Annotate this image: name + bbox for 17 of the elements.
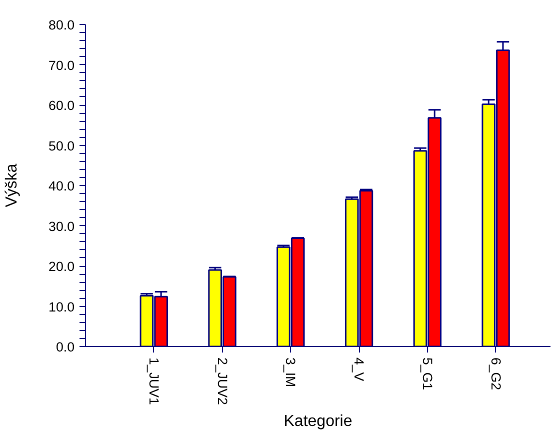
x-tick-label: 6_G2 [488, 358, 504, 390]
x-tick-label: 3_IM [283, 358, 298, 388]
y-tick-label: 80.0 [48, 18, 75, 32]
y-tick-label: 20.0 [48, 259, 75, 274]
x-tick-label: 1_JUV1 [146, 358, 162, 405]
x-tick-label: 2_JUV2 [214, 358, 230, 405]
y-tick-label: 10.0 [48, 299, 75, 314]
y-tick-label: 60.0 [48, 98, 75, 113]
y-tick-label: 30.0 [48, 218, 75, 234]
y-axis-title: Výška [4, 164, 21, 208]
y-tick-label: 70.0 [48, 58, 75, 73]
x-tick-label: 4_V [352, 358, 367, 382]
y-tick-label: 0.0 [56, 340, 75, 354]
y-tick-label: 50.0 [48, 138, 75, 154]
x-tick-label: 5_G1 [420, 358, 435, 390]
x-axis-title: Kategorie [284, 412, 352, 430]
y-tick-label: 40.0 [48, 178, 75, 194]
